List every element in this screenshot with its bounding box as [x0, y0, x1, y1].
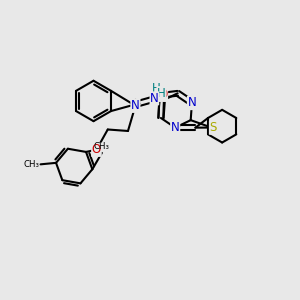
Text: N: N	[131, 99, 140, 112]
Text: O: O	[92, 143, 101, 156]
Text: S: S	[210, 121, 217, 134]
Text: H: H	[152, 82, 161, 95]
Text: CH₃: CH₃	[23, 160, 39, 169]
Text: CH₃: CH₃	[94, 142, 110, 151]
Text: O: O	[158, 88, 167, 101]
Text: N: N	[150, 92, 159, 105]
Text: N: N	[171, 121, 180, 134]
Text: H: H	[157, 87, 166, 100]
Text: N: N	[188, 96, 196, 110]
